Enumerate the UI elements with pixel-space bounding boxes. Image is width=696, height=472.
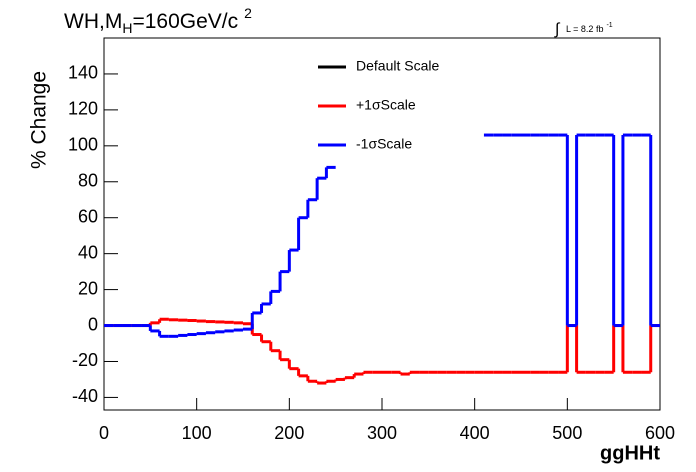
y-tick-label: 0 bbox=[88, 314, 98, 334]
legend-label: +1σScale bbox=[356, 97, 416, 113]
x-axis-label: ggHHt bbox=[600, 442, 660, 464]
x-tick-label: 500 bbox=[552, 423, 582, 443]
y-tick-label: 60 bbox=[78, 206, 98, 226]
y-tick-label: 120 bbox=[68, 99, 98, 119]
chart-title: WH,MH=160GeV/c 2 bbox=[64, 5, 252, 36]
x-tick-label: 300 bbox=[367, 423, 397, 443]
lumi-label: L = 8.2 fb -1 bbox=[566, 22, 613, 35]
y-tick-label: 100 bbox=[68, 135, 98, 155]
legend-label: Default Scale bbox=[356, 58, 439, 74]
y-tick-label: 40 bbox=[78, 242, 98, 262]
integral-sign: ∫ bbox=[554, 21, 561, 38]
y-tick-label: 140 bbox=[68, 63, 98, 83]
x-tick-label: 400 bbox=[460, 423, 490, 443]
y-axis-label: % Change bbox=[28, 71, 51, 169]
y-tick-label: 20 bbox=[78, 278, 98, 298]
x-tick-label: 200 bbox=[274, 423, 304, 443]
x-tick-label: 0 bbox=[99, 423, 109, 443]
y-tick-label: -20 bbox=[72, 350, 98, 370]
y-tick-label: 80 bbox=[78, 171, 98, 191]
x-tick-label: 100 bbox=[182, 423, 212, 443]
y-tick-label: -40 bbox=[72, 386, 98, 406]
x-tick-label: 600 bbox=[645, 423, 675, 443]
legend-label: -1σScale bbox=[356, 136, 412, 152]
